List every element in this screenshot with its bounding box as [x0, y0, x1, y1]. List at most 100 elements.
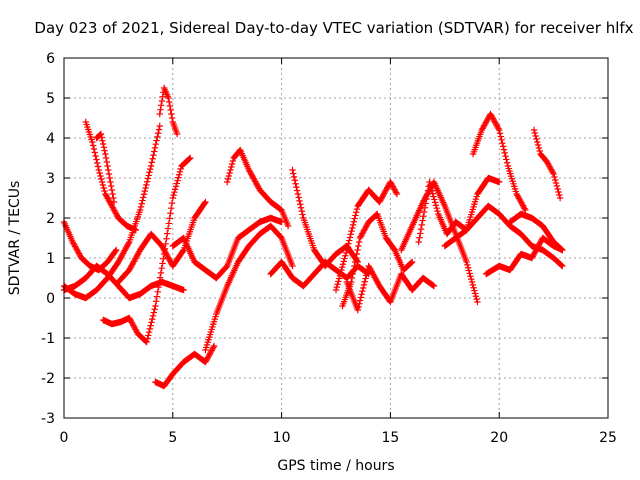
data-point	[154, 130, 162, 137]
data-point	[552, 176, 559, 184]
data-point	[228, 160, 236, 168]
data-point	[98, 175, 105, 183]
data-point	[179, 247, 187, 255]
series-arc4	[60, 122, 163, 302]
x-tick-label: 25	[599, 430, 617, 446]
data-point	[559, 246, 566, 254]
plot-frame	[63, 57, 609, 419]
data-point	[498, 136, 505, 144]
data-point	[335, 278, 342, 285]
data-point	[421, 204, 429, 211]
data-point	[144, 335, 151, 342]
data-point	[559, 262, 566, 270]
data-point	[163, 235, 170, 242]
data-point	[496, 126, 503, 134]
data-point	[354, 246, 361, 254]
data-point	[149, 312, 157, 320]
data-point	[103, 158, 110, 166]
data-point	[351, 258, 359, 266]
data-point	[338, 266, 345, 274]
data-point	[91, 149, 98, 156]
data-point	[284, 222, 292, 230]
data-point	[503, 159, 511, 166]
data-point	[416, 234, 423, 241]
data-point	[96, 169, 103, 177]
data-point	[291, 177, 299, 184]
data-points-layer	[60, 84, 566, 390]
data-point	[468, 278, 476, 286]
series-arc5	[156, 84, 181, 138]
data-point	[152, 140, 159, 148]
data-point	[157, 102, 165, 109]
data-point	[469, 281, 476, 289]
data-point	[164, 225, 172, 232]
data-point	[289, 262, 296, 270]
data-point	[351, 215, 358, 222]
data-point	[113, 246, 120, 254]
data-point	[496, 178, 503, 186]
y-tick-label: -1	[41, 331, 55, 347]
data-point	[107, 178, 114, 186]
data-point	[556, 191, 563, 199]
data-point	[201, 199, 208, 207]
data-point	[499, 139, 506, 147]
data-point	[145, 172, 152, 179]
data-point	[148, 319, 155, 326]
data-point	[107, 182, 115, 190]
data-point	[431, 199, 439, 206]
data-point	[171, 186, 179, 193]
y-tick-label: 3	[46, 171, 55, 187]
data-point	[340, 258, 347, 265]
data-point	[292, 180, 299, 187]
data-point	[536, 147, 543, 155]
data-point	[156, 110, 163, 118]
data-point	[98, 134, 105, 141]
data-point	[531, 129, 539, 137]
data-point	[146, 169, 153, 176]
data-point	[359, 287, 366, 295]
data-point	[168, 110, 175, 118]
data-point	[174, 177, 181, 184]
data-point	[139, 197, 146, 204]
data-point	[143, 338, 150, 346]
data-point	[151, 306, 158, 313]
data-point	[500, 146, 508, 153]
data-point	[186, 155, 193, 162]
series-arc20	[469, 110, 529, 214]
series-arc15	[332, 178, 401, 294]
data-point	[229, 157, 237, 165]
data-point	[97, 130, 105, 138]
data-point	[143, 181, 150, 189]
data-point	[427, 184, 435, 192]
data-point	[228, 163, 235, 171]
data-point	[289, 166, 296, 174]
data-point	[339, 261, 347, 268]
data-point	[89, 138, 96, 146]
data-point	[150, 151, 157, 159]
series-arc22	[530, 126, 564, 202]
data-point	[145, 328, 153, 336]
data-point	[99, 140, 107, 148]
data-point	[166, 102, 174, 110]
data-point	[535, 144, 543, 152]
x-tick-label: 15	[381, 430, 399, 446]
data-point	[295, 194, 302, 201]
data-point	[348, 274, 356, 282]
data-point	[417, 225, 425, 233]
data-point	[473, 295, 480, 303]
data-point	[298, 207, 306, 215]
data-point	[202, 198, 209, 206]
data-point	[297, 204, 305, 211]
data-point	[335, 275, 343, 282]
data-point	[468, 275, 475, 283]
data-point	[106, 174, 113, 182]
data-point	[552, 179, 560, 187]
data-point	[159, 260, 166, 267]
data-point	[471, 287, 478, 294]
y-tick-label: -2	[41, 371, 55, 387]
data-point	[290, 173, 298, 181]
data-point	[427, 181, 434, 189]
data-point	[356, 300, 363, 307]
data-point	[172, 183, 180, 190]
